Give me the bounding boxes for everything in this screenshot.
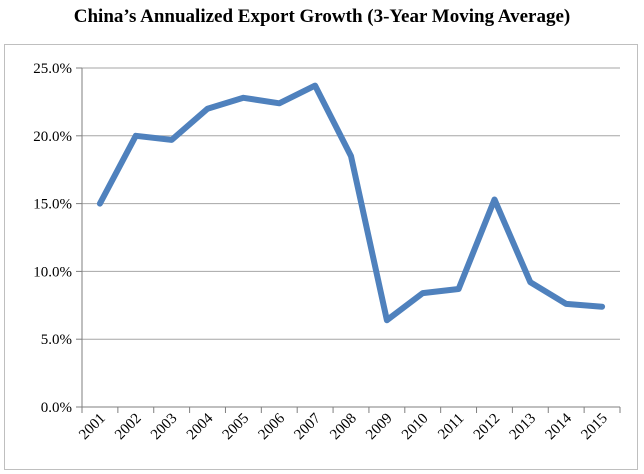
x-axis-tick-labels: 2001 2002 2003 2004 2005 2006 2007 2008 2009 2010…	[76, 410, 611, 443]
y-tick-label: 5.0%	[41, 332, 72, 348]
y-tick-label: 25.0%	[33, 61, 72, 77]
y-tick-label: 10.0%	[33, 264, 72, 280]
x-tick-label: 2005	[220, 411, 253, 444]
x-tick-label: 2001	[76, 411, 109, 444]
x-tick-label: 2014	[543, 410, 576, 443]
y-tick-label: 20.0%	[33, 129, 72, 145]
x-tick-label: 2009	[363, 411, 396, 444]
series-layer	[96, 82, 606, 324]
series-line	[96, 82, 606, 324]
x-tick-label: 2011	[435, 411, 467, 443]
chart-title: China’s Annualized Export Growth (3-Year…	[73, 6, 571, 27]
gridlines	[82, 67, 620, 340]
axes	[76, 67, 621, 413]
x-tick-label: 2010	[399, 411, 432, 444]
x-tick-label: 2008	[327, 411, 360, 444]
x-tick-label: 2002	[112, 411, 145, 444]
x-tick-label: 2003	[148, 411, 181, 444]
x-tick-label: 2006	[256, 410, 289, 443]
x-tick-label: 2013	[507, 411, 540, 444]
y-tick-label: 15.0%	[33, 197, 72, 213]
x-tick-label: 2015	[578, 411, 611, 444]
y-axis-tick-labels: 0.0% 5.0% 10.0% 15.0% 20.0% 25.0%	[33, 61, 72, 416]
x-tick-label: 2012	[471, 411, 504, 444]
x-tick-label: 2007	[291, 410, 324, 443]
chart-frame	[4, 44, 638, 470]
x-tick-label: 2004	[184, 410, 217, 443]
y-tick-label: 0.0%	[41, 400, 72, 416]
